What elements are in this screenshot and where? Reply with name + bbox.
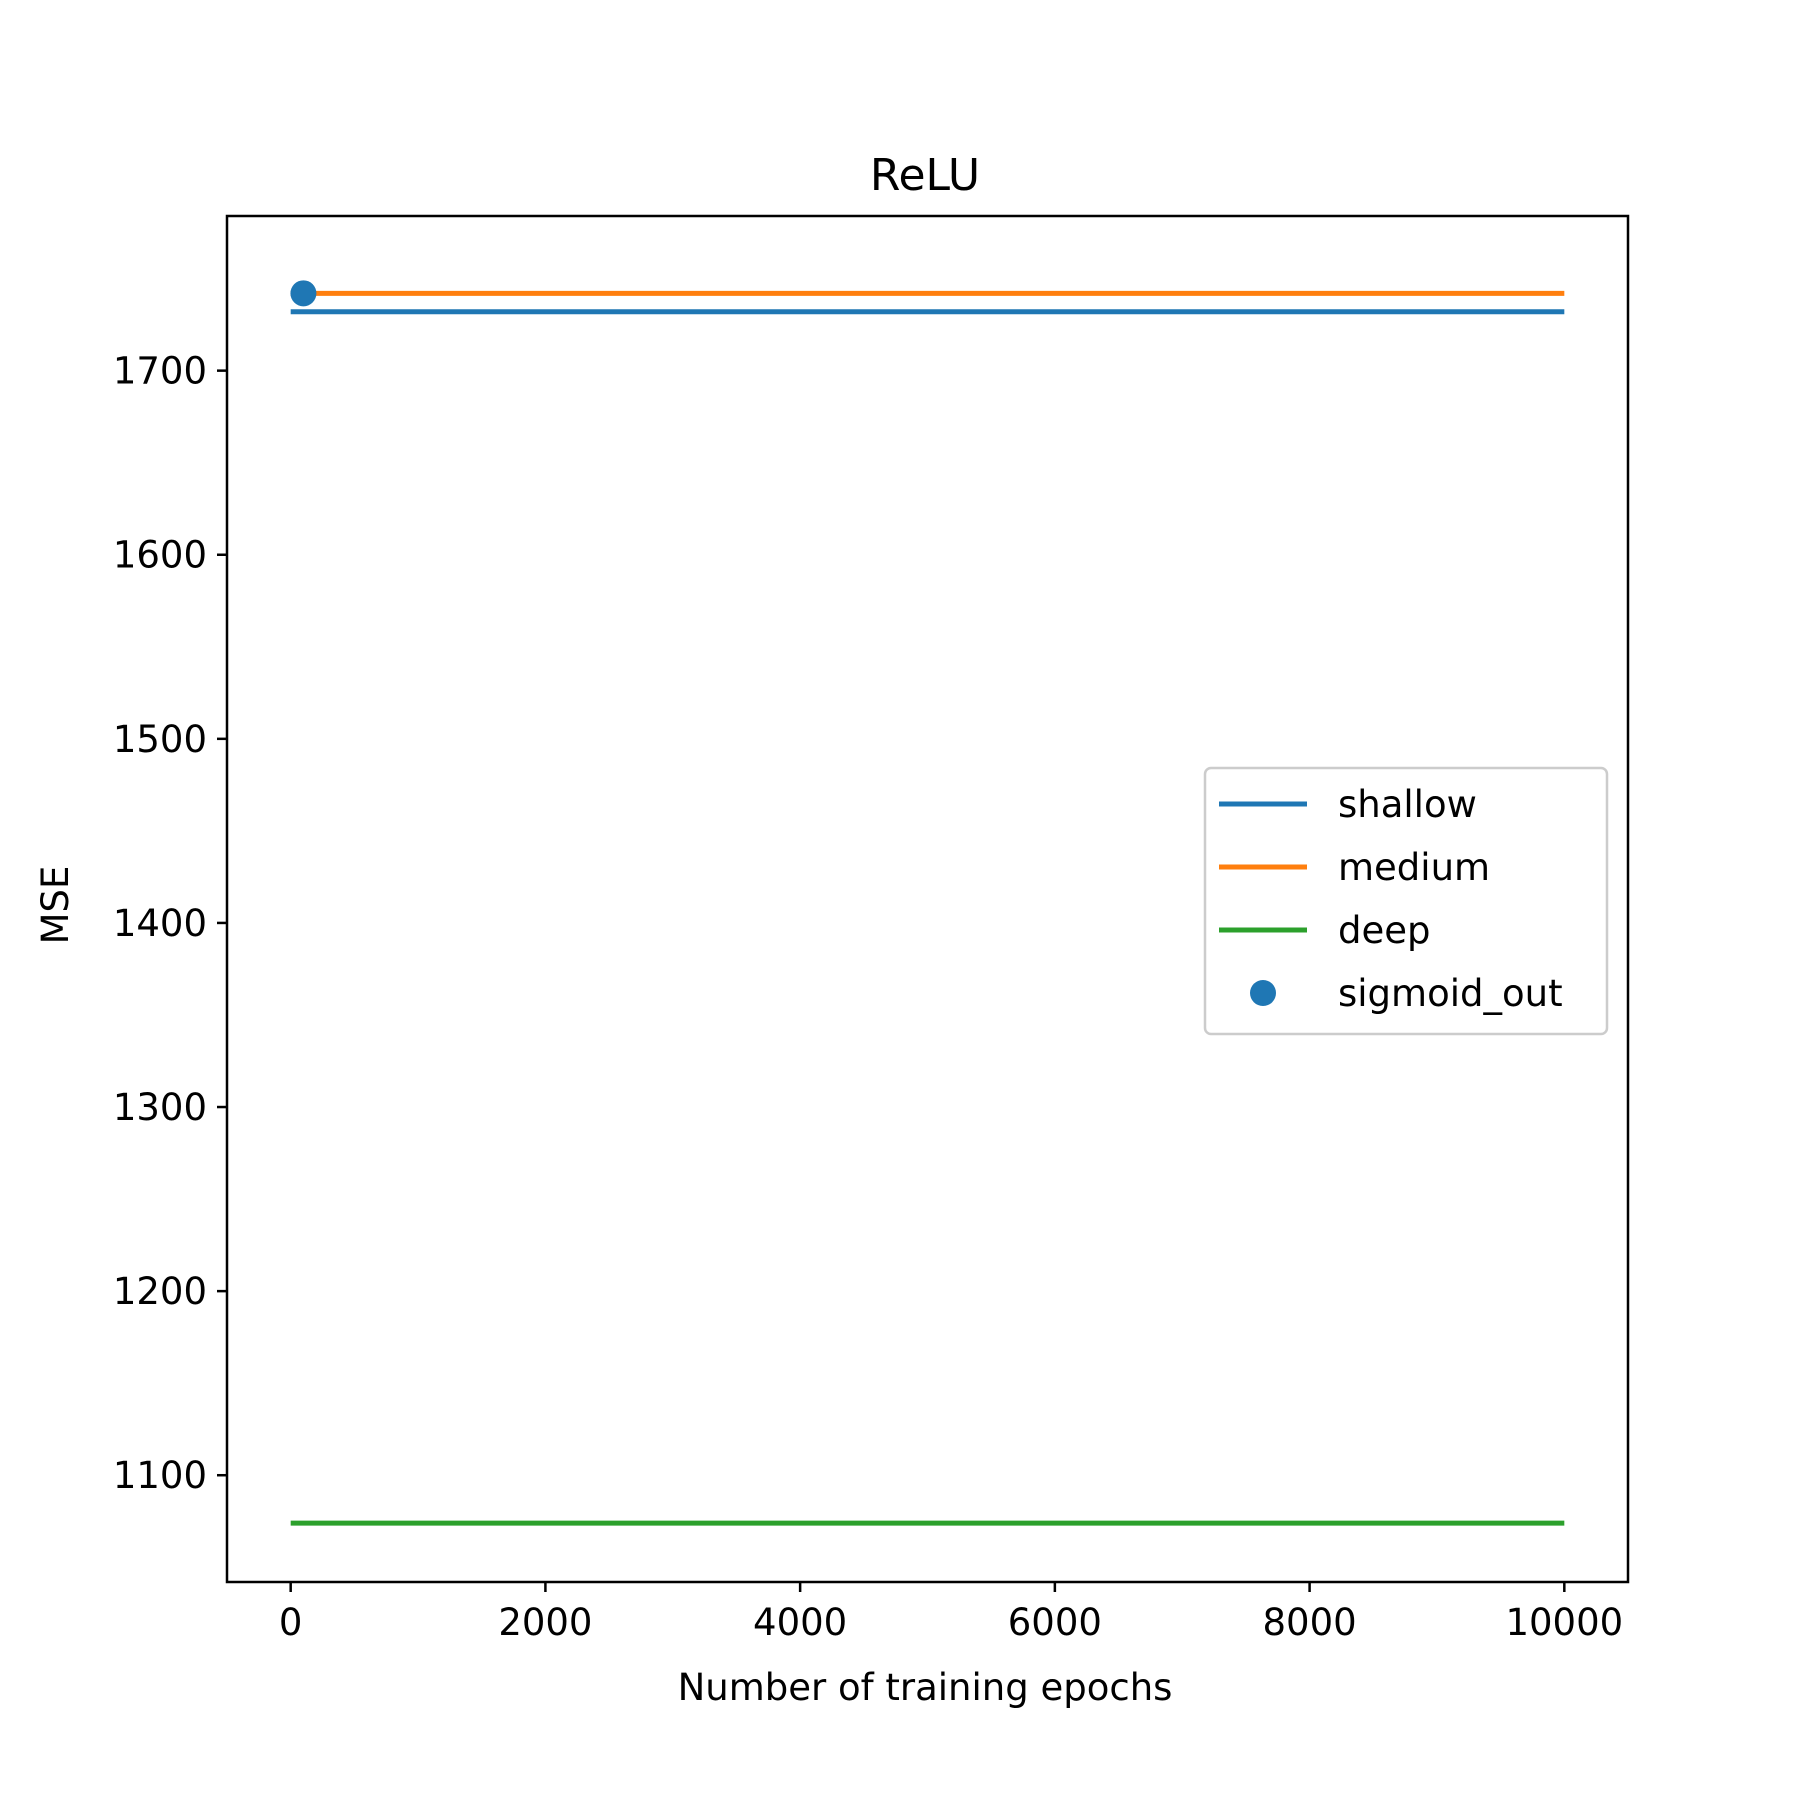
x-tick-label: 6000 [1008, 1601, 1102, 1644]
y-tick-label: 1500 [113, 718, 207, 761]
legend-label-deep: deep [1338, 909, 1431, 952]
y-tick-label: 1700 [113, 350, 207, 393]
plot-area: 0 2000 4000 6000 8000 10000 1100 1200 1300 1400 15… [113, 214, 1630, 1644]
legend: shallow medium deep sigmoid_out [1203, 766, 1609, 1036]
y-tick-label: 1200 [113, 1270, 207, 1313]
y-tick-label: 1100 [113, 1454, 207, 1497]
y-tick-label: 1300 [113, 1086, 207, 1129]
legend-box [1203, 766, 1609, 1036]
axes-frame [225, 214, 1630, 1584]
x-tick-label: 0 [279, 1601, 303, 1644]
legend-label-medium: medium [1338, 846, 1490, 889]
x-axis-label: Number of training epochs [678, 1666, 1173, 1709]
x-tick-label: 4000 [753, 1601, 847, 1644]
x-tick-label: 8000 [1263, 1601, 1357, 1644]
y-tick-label: 1400 [113, 902, 207, 945]
y-tick-label: 1600 [113, 534, 207, 577]
series-point-sigmoid-out [290, 280, 317, 307]
legend-label-sigmoid-out: sigmoid_out [1338, 972, 1563, 1015]
legend-swatch-sigmoid-out [1250, 980, 1276, 1006]
x-tick-label: 2000 [498, 1601, 592, 1644]
chart-title: ReLU [870, 150, 980, 201]
y-axis-label: MSE [34, 866, 77, 945]
x-tick-label: 10000 [1505, 1601, 1623, 1644]
legend-label-shallow: shallow [1338, 783, 1477, 826]
